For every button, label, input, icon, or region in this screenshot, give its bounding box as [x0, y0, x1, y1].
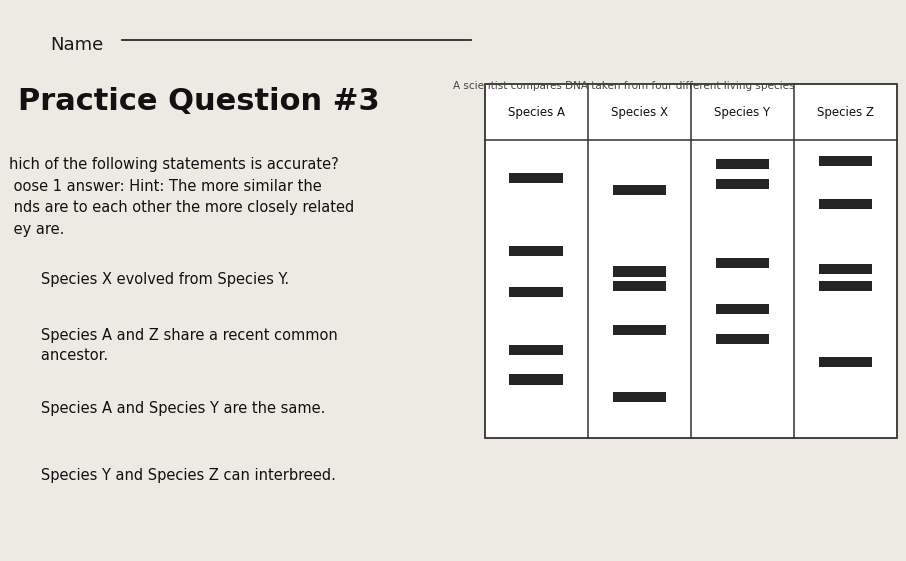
Bar: [819, 357, 872, 367]
Bar: [716, 305, 769, 315]
Text: Species Y and Species Z can interbreed.: Species Y and Species Z can interbreed.: [27, 468, 336, 484]
Text: Species Z: Species Z: [817, 105, 874, 119]
Bar: [612, 281, 666, 291]
Bar: [716, 257, 769, 268]
Text: Species X evolved from Species Y.: Species X evolved from Species Y.: [27, 272, 289, 287]
Bar: [716, 179, 769, 189]
Bar: [485, 84, 897, 438]
Bar: [716, 334, 769, 344]
Text: Species A: Species A: [507, 105, 564, 119]
Text: Species Y: Species Y: [714, 105, 770, 119]
Bar: [509, 246, 563, 256]
Bar: [509, 287, 563, 297]
Bar: [612, 392, 666, 402]
Bar: [819, 199, 872, 209]
Text: Name: Name: [50, 36, 103, 54]
Bar: [716, 159, 769, 169]
Bar: [819, 264, 872, 274]
Text: Species A and Z share a recent common
   ancestor.: Species A and Z share a recent common an…: [27, 328, 338, 363]
Bar: [819, 155, 872, 165]
Text: Species X: Species X: [611, 105, 668, 119]
Text: Species A and Species Y are the same.: Species A and Species Y are the same.: [27, 401, 325, 416]
Bar: [612, 266, 666, 277]
Text: hich of the following statements is accurate?
 oose 1 answer: Hint: The more sim: hich of the following statements is accu…: [9, 157, 354, 237]
Bar: [509, 173, 563, 183]
Text: Practice Question #3: Practice Question #3: [18, 87, 380, 116]
Bar: [612, 325, 666, 335]
Bar: [819, 281, 872, 291]
Bar: [509, 345, 563, 355]
Text: A scientist compares DNA taken from four different living species: A scientist compares DNA taken from four…: [453, 81, 795, 91]
Bar: [509, 374, 563, 384]
Bar: [612, 185, 666, 195]
